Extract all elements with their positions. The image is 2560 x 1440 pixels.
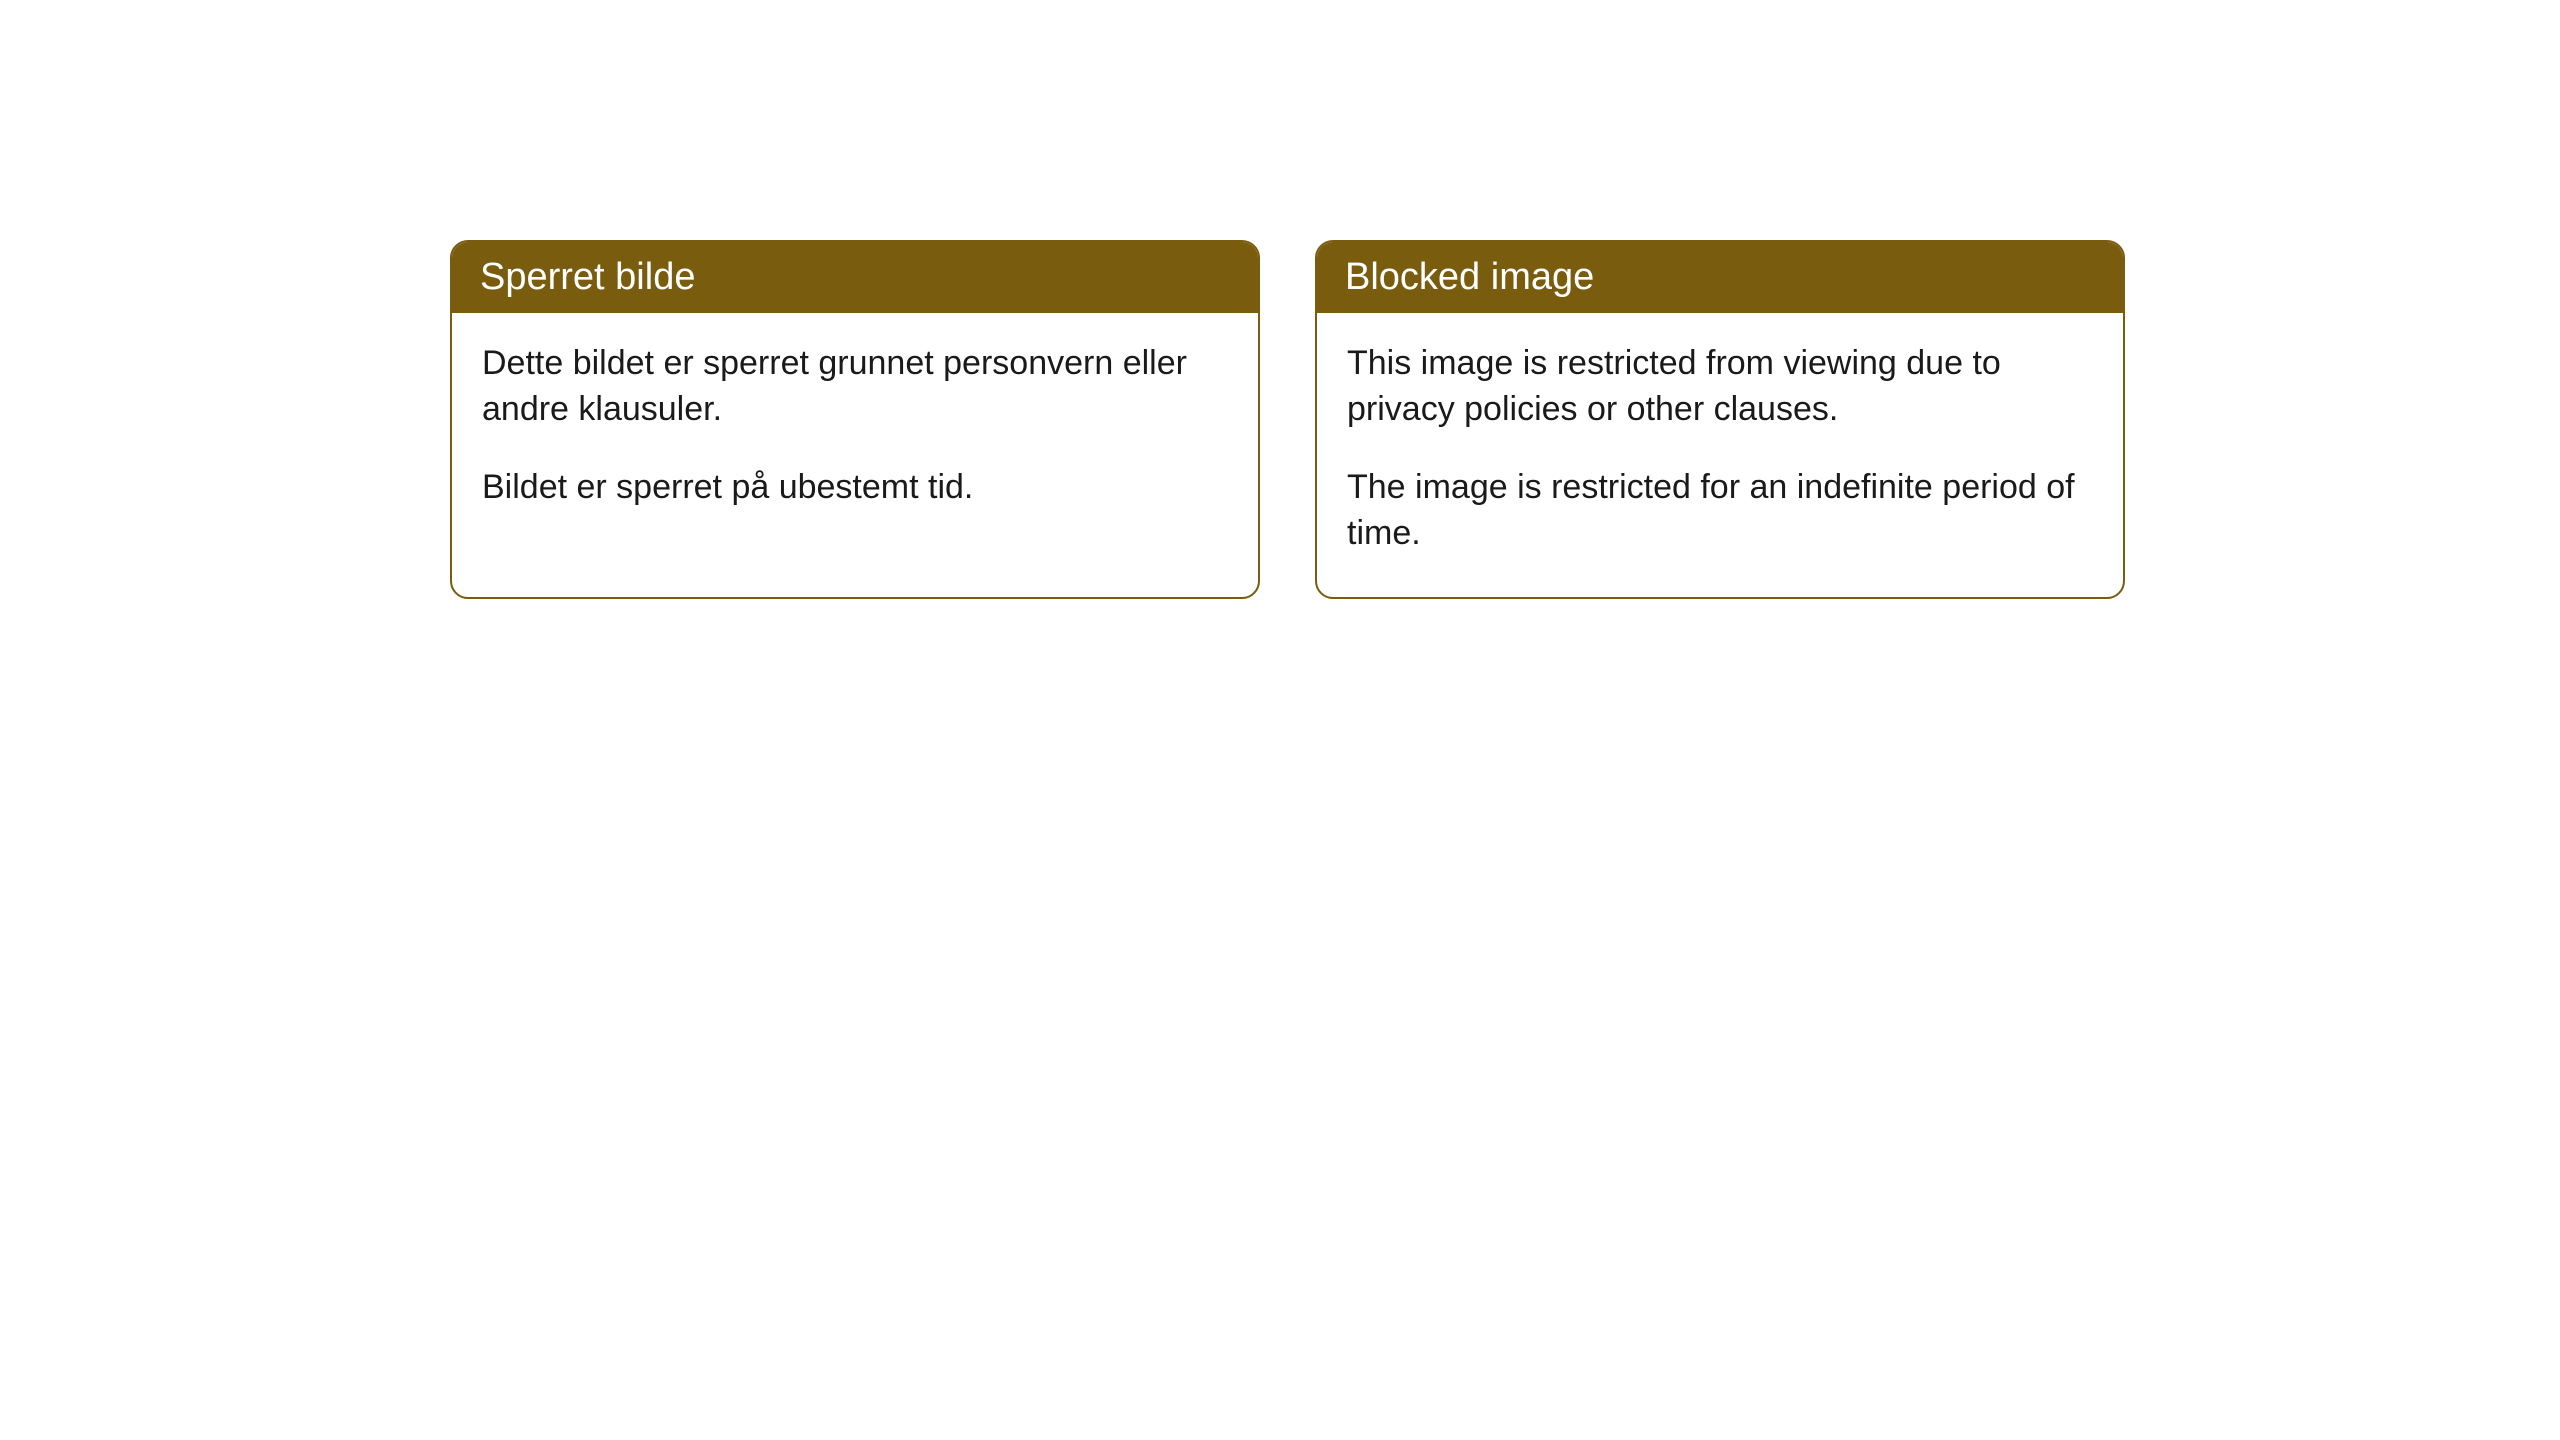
notice-paragraph-1: Dette bildet er sperret grunnet personve… [482, 341, 1228, 433]
notice-body: Dette bildet er sperret grunnet personve… [452, 313, 1258, 551]
notice-paragraph-2: Bildet er sperret på ubestemt tid. [482, 465, 1228, 511]
notice-header: Sperret bilde [452, 242, 1258, 313]
notice-body: This image is restricted from viewing du… [1317, 313, 2123, 597]
notice-card-english: Blocked image This image is restricted f… [1315, 240, 2125, 599]
notice-paragraph-2: The image is restricted for an indefinit… [1347, 465, 2093, 557]
notice-card-norwegian: Sperret bilde Dette bildet er sperret gr… [450, 240, 1260, 599]
notice-cards-container: Sperret bilde Dette bildet er sperret gr… [450, 240, 2560, 599]
notice-header: Blocked image [1317, 242, 2123, 313]
notice-paragraph-1: This image is restricted from viewing du… [1347, 341, 2093, 433]
